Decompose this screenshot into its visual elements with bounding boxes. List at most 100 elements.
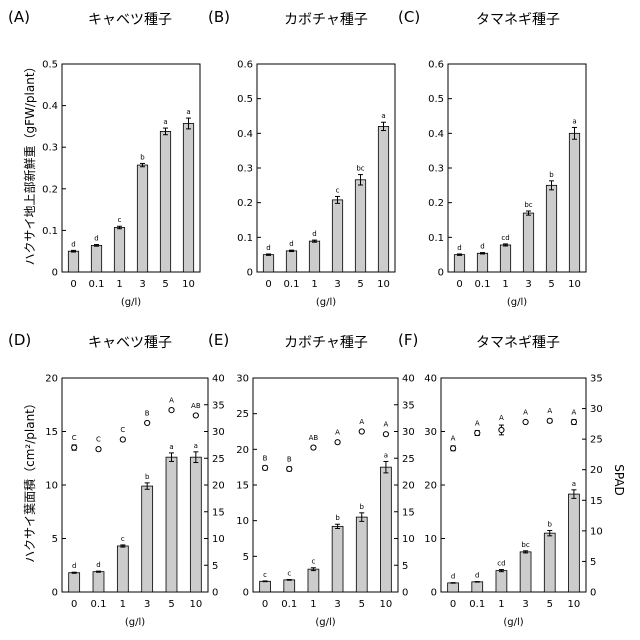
significance-letter: d (451, 573, 455, 581)
significance-letter: b (548, 520, 553, 528)
panel-label: (A) (8, 8, 30, 26)
y2-tick-label: 25 (402, 454, 415, 465)
bar (91, 245, 101, 272)
x-tick-label: 5 (357, 279, 363, 290)
y-tick-label: 0.2 (428, 198, 444, 209)
y-tick-label: 10 (45, 481, 58, 492)
y-tick-label: 10 (236, 516, 249, 527)
bar (568, 494, 579, 592)
x-axis-label: (g/l) (125, 617, 145, 628)
panel-label: (E) (208, 331, 229, 349)
spad-significance-letter: A (523, 408, 528, 416)
x-tick-label: 0.1 (284, 279, 300, 290)
bar (569, 133, 579, 272)
spad-significance-letter: AB (309, 434, 319, 442)
y-tick-label: 0.6 (237, 60, 253, 71)
x-tick-label: 0 (262, 599, 268, 610)
y-tick-label: 0.1 (237, 233, 253, 244)
y-tick-label: 0.3 (42, 143, 58, 154)
panel-title: カボチャ種子 (284, 12, 368, 28)
y-tick-label: 30 (424, 427, 437, 438)
significance-letter: c (118, 216, 122, 224)
spad-point (145, 420, 150, 425)
spad-point (169, 408, 174, 413)
spad-significance-letter: C (96, 436, 101, 444)
x-tick-label: 10 (380, 599, 393, 610)
bar (286, 251, 296, 272)
plot-frame (62, 378, 208, 592)
x-tick-label: 0 (265, 279, 271, 290)
y-tick-label: 0 (52, 588, 58, 599)
significance-letter: b (549, 171, 554, 179)
panel-title: カボチャ種子 (284, 335, 368, 351)
bar (137, 165, 147, 272)
ylabel-fresh-weight: ハクサイ地上部新鮮重（gFW/plant） (22, 60, 37, 265)
y-tick-label: 0 (431, 588, 437, 599)
significance-letter: d (72, 562, 76, 570)
y-tick-label: 20 (45, 374, 58, 385)
spad-point (450, 446, 455, 451)
ylabel-spad: SPAD (612, 464, 626, 496)
y-tick-label: 0.4 (428, 129, 444, 140)
x-axis-label: (g/l) (315, 617, 335, 628)
significance-letter: d (312, 230, 316, 238)
plot-frame (253, 378, 398, 592)
significance-letter: cd (501, 234, 509, 242)
y2-tick-label: 10 (402, 534, 415, 545)
y2-tick-label: 20 (590, 465, 603, 476)
x-tick-label: 1 (116, 279, 122, 290)
y2-tick-label: 35 (212, 400, 225, 411)
bar (380, 467, 391, 592)
y2-tick-label: 20 (402, 481, 415, 492)
x-tick-label: 5 (547, 599, 553, 610)
y-tick-label: 15 (45, 427, 58, 438)
y2-tick-label: 0 (402, 588, 408, 599)
bar (355, 180, 365, 272)
y-tick-label: 0 (243, 588, 249, 599)
x-tick-label: 5 (359, 599, 365, 610)
spad-point (335, 440, 340, 445)
spad-point (523, 419, 528, 424)
significance-letter: d (457, 244, 461, 252)
y2-tick-label: 30 (402, 427, 415, 438)
spad-point (359, 429, 364, 434)
bar (544, 533, 555, 592)
significance-letter: b (335, 514, 340, 522)
y2-tick-label: 15 (402, 507, 415, 518)
x-tick-label: 0 (70, 279, 76, 290)
significance-letter: d (289, 240, 293, 248)
y-tick-label: 0 (52, 268, 58, 279)
y2-tick-label: 20 (212, 481, 225, 492)
bar (190, 457, 201, 592)
spad-significance-letter: A (335, 429, 340, 437)
significance-letter: b (140, 153, 145, 161)
y2-tick-label: 5 (590, 557, 596, 568)
x-tick-label: 0.1 (91, 599, 107, 610)
bar (378, 126, 388, 272)
spad-point (262, 465, 267, 470)
y-tick-label: 0 (247, 268, 253, 279)
x-axis-label: (g/l) (507, 297, 527, 308)
bar (284, 580, 295, 592)
x-tick-label: 3 (144, 599, 150, 610)
significance-letter: c (336, 186, 340, 194)
panel-label: (F) (398, 331, 418, 349)
spad-significance-letter: C (120, 426, 125, 434)
y-tick-label: 0.2 (42, 184, 58, 195)
significance-letter: d (475, 572, 479, 580)
bar (69, 573, 80, 592)
x-tick-label: 3 (525, 279, 531, 290)
y-tick-label: 0.5 (428, 94, 444, 105)
y-tick-label: 0.1 (42, 226, 58, 237)
ylabel-leaf-area: ハクサイ葉面積（cm²/plant） (22, 397, 37, 563)
chart-panel: (C)タマネギ種子00.10.20.30.40.50.6ddcdbcba00.1… (398, 8, 586, 308)
plot-frame (448, 64, 586, 272)
bar (93, 572, 104, 592)
panel-label: (C) (398, 8, 420, 26)
y2-tick-label: 15 (212, 507, 225, 518)
y-tick-label: 0.3 (237, 164, 253, 175)
spad-significance-letter: A (475, 419, 480, 427)
spad-point (571, 419, 576, 424)
x-tick-label: 0.1 (281, 599, 297, 610)
